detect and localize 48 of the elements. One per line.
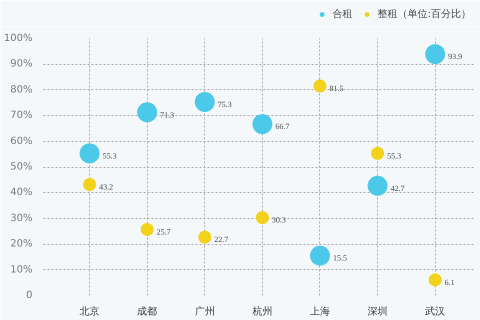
x-tick-label: 杭州 <box>251 306 272 318</box>
point <box>198 230 212 244</box>
data-label: 55.3 <box>387 151 402 160</box>
legend-label: 合租 <box>332 8 353 21</box>
data-label: 42.7 <box>390 184 405 193</box>
point <box>313 80 326 93</box>
y-tick-label: 50% <box>10 162 33 172</box>
point <box>310 246 330 266</box>
point <box>140 222 154 236</box>
point <box>83 178 96 191</box>
point <box>371 146 384 160</box>
y-tick-label: 100% <box>4 33 33 44</box>
legend-label: 整租（单位:百分比） <box>378 8 471 21</box>
data-label: 75.3 <box>218 100 232 109</box>
data-label: 55.3 <box>102 151 117 160</box>
point <box>256 211 269 224</box>
data-label: 15.5 <box>332 254 347 263</box>
data-label: 30.3 <box>272 216 286 225</box>
point <box>137 102 158 122</box>
x-tick-label: 武汉 <box>425 306 446 318</box>
data-label: 22.7 <box>214 235 228 244</box>
data-label: 81.5 <box>329 84 344 94</box>
data-label: 6.1 <box>444 278 455 287</box>
point <box>80 143 100 164</box>
data-label: 71.3 <box>160 110 174 120</box>
point <box>368 176 388 196</box>
x-tick-label: 上海 <box>310 306 330 318</box>
y-tick-label: 90% <box>10 58 33 70</box>
x-tick-label: 成都 <box>137 306 158 318</box>
data-label: 43.2 <box>99 182 114 192</box>
y-tick-label: 30% <box>10 212 33 224</box>
data-label: 93.9 <box>448 52 462 62</box>
data-label: 25.7 <box>156 227 171 236</box>
point <box>252 114 272 134</box>
x-tick-label: 广州 <box>194 306 215 318</box>
y-tick-label: 60% <box>10 136 33 147</box>
x-tick-label: 北京 <box>80 306 100 318</box>
y-tick-label: 0 <box>26 290 33 301</box>
data-label: 66.7 <box>275 122 290 132</box>
point <box>194 92 215 112</box>
y-tick-label: 80% <box>10 84 33 96</box>
y-tick-label: 10% <box>10 264 33 276</box>
y-tick-label: 40% <box>10 187 33 198</box>
point <box>428 273 442 286</box>
point <box>425 44 446 64</box>
y-tick-label: 20% <box>10 238 33 250</box>
x-tick-label: 深圳 <box>368 306 388 318</box>
y-tick-label: 70% <box>10 110 33 122</box>
